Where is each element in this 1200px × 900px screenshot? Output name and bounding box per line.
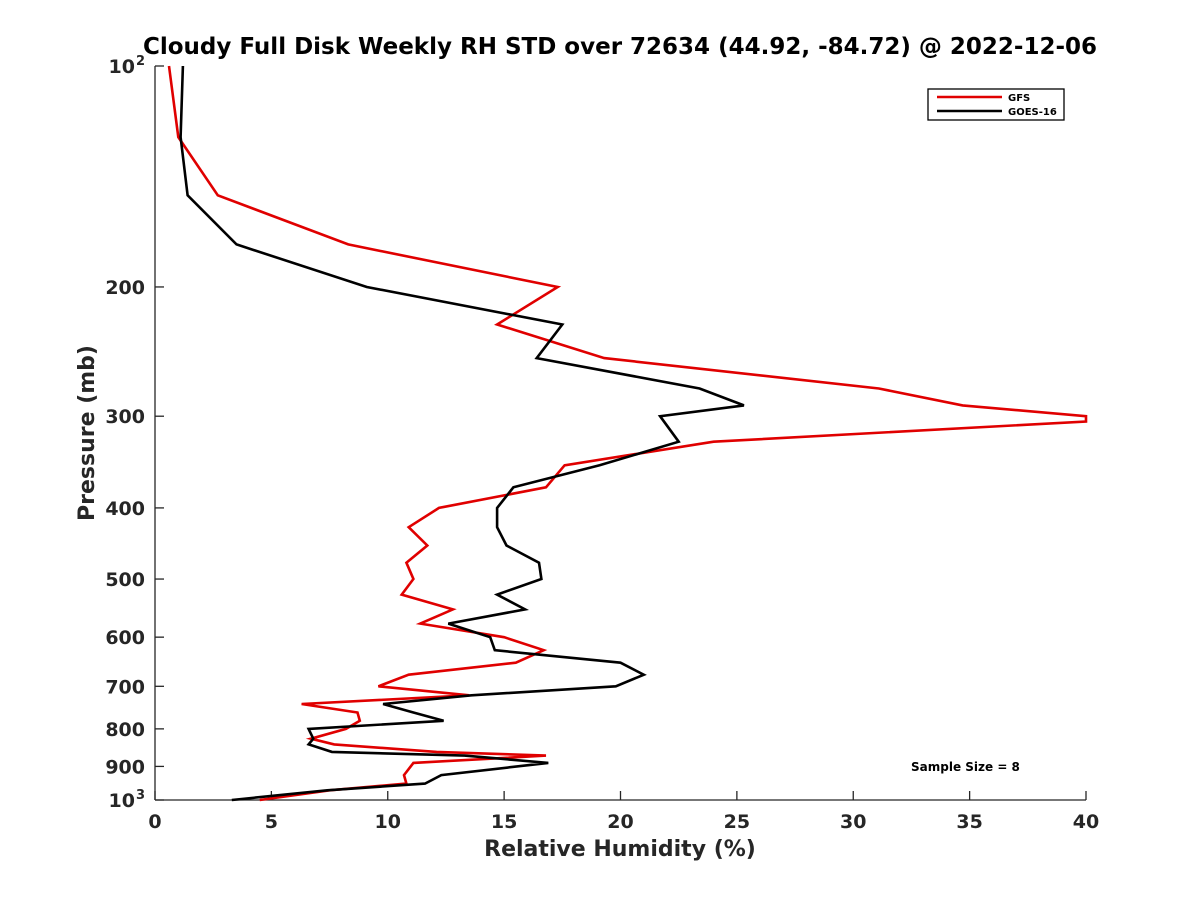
series-line-goes16: [179, 65, 745, 802]
series-layer: [167, 65, 1088, 802]
legend-box: [927, 88, 1065, 121]
x-tick-label: 10: [375, 811, 401, 833]
y-tick-label-exponent: 3: [136, 788, 145, 803]
y-tick-label: 800: [105, 719, 145, 741]
x-tick-label: 25: [724, 811, 750, 833]
x-tick-label: 0: [148, 811, 161, 833]
x-axis-label: Relative Humidity (%): [484, 837, 756, 862]
y-tick-label-base: 10: [109, 56, 135, 78]
y-tick-label: 900: [105, 756, 145, 778]
x-tick-label: 20: [607, 811, 633, 833]
chart-title: Cloudy Full Disk Weekly RH STD over 7263…: [143, 34, 1097, 60]
y-tick-label: 500: [105, 569, 145, 591]
y-axis-label: Pressure (mb): [75, 345, 100, 521]
y-tick-label-power: 10 3: [109, 788, 146, 812]
x-tick-label: 15: [491, 811, 517, 833]
y-tick-label: 600: [105, 627, 145, 649]
x-tick-label: 40: [1073, 811, 1099, 833]
legend: GFS GOES-16: [927, 88, 1065, 121]
legend-label-gfs: GFS: [1008, 93, 1030, 104]
y-tick-label-exponent: 2: [136, 54, 145, 69]
y-tick-label: 300: [105, 406, 145, 428]
y-tick-label: 700: [105, 676, 145, 698]
series-line-gfs: [167, 65, 1088, 802]
x-tick-label: 5: [265, 811, 278, 833]
y-tick-label-base: 10: [109, 790, 135, 812]
y-tick-label: 200: [105, 277, 145, 299]
y-tick-label-power: 10 2: [109, 54, 146, 78]
x-tick-label: 30: [840, 811, 866, 833]
x-tick-label: 35: [956, 811, 982, 833]
y-tick-label: 400: [105, 498, 145, 520]
x-axis-ticks: 0 5 10 15 20 25 30 35 40: [148, 791, 1099, 833]
legend-label-goes16: GOES-16: [1008, 107, 1057, 118]
sample-size-annotation: Sample Size = 8: [911, 760, 1020, 774]
